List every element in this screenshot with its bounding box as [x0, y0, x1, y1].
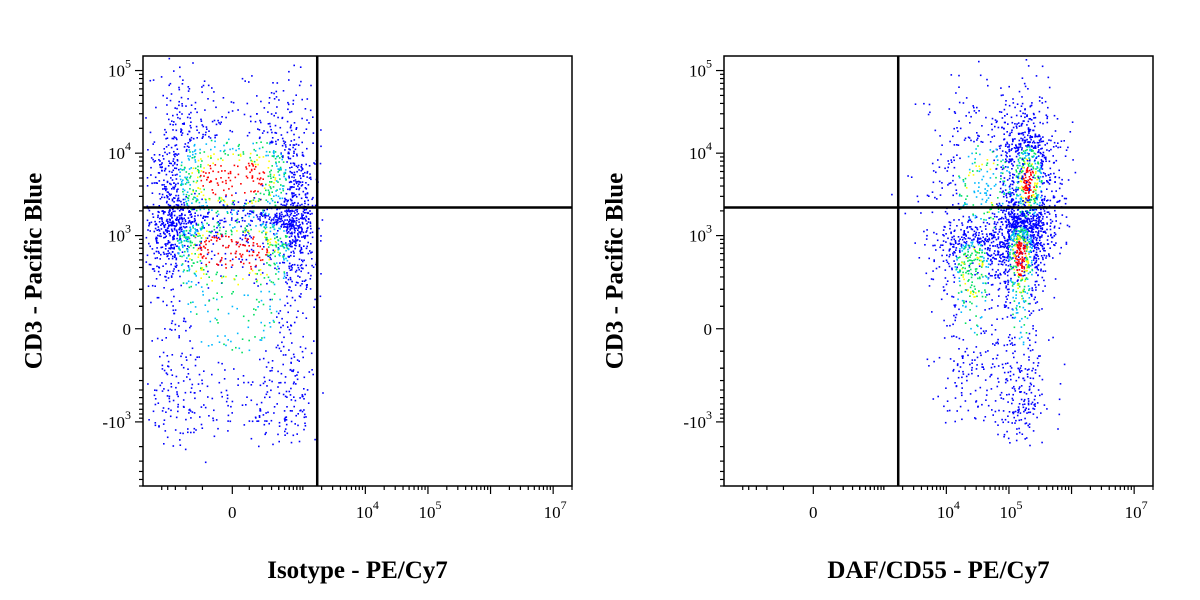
x-tick-label: 107	[544, 498, 567, 522]
plot-frame	[723, 55, 1154, 487]
population-2	[145, 184, 324, 464]
y-tick-label: 104	[689, 139, 712, 163]
y-tick-label: 104	[108, 139, 131, 163]
x-axis-label: DAF/CD55 - PE/Cy7	[827, 557, 1049, 584]
y-axis-ticks	[716, 69, 724, 487]
x-tick-label: 0	[228, 503, 237, 522]
x-tick-label: 105	[418, 498, 441, 522]
y-tick-label: 105	[108, 57, 131, 81]
x-tick-label: 107	[1125, 498, 1148, 522]
x-tick-label: 104	[356, 498, 379, 522]
y-axis-label: CD3 - Pacific Blue	[21, 173, 48, 369]
chart-panel-1: 0 104 105 107 105 104 103 0 -103 Isotype - PE/Cy7…	[21, 55, 573, 584]
y-tick-label: 103	[689, 222, 712, 246]
x-tick-label: 105	[999, 498, 1022, 522]
x-axis-ticks	[742, 486, 1154, 494]
y-tick-label: 105	[689, 57, 712, 81]
x-axis-label: Isotype - PE/Cy7	[267, 557, 448, 584]
y-tick-label: 103	[108, 222, 131, 246]
event-dots	[891, 59, 1077, 447]
x-axis-ticks	[161, 486, 573, 494]
y-tick-label: 0	[123, 320, 132, 339]
population-3	[969, 196, 1068, 447]
x-tick-label: 104	[937, 498, 960, 522]
x-tick-label: 0	[809, 503, 818, 522]
population-4	[918, 216, 1041, 424]
y-tick-label: 0	[704, 320, 713, 339]
plot-frame	[142, 55, 573, 487]
y-tick-label: -103	[683, 408, 712, 432]
y-tick-label: -103	[102, 408, 131, 432]
y-axis-ticks	[135, 69, 143, 487]
y-axis-label: CD3 - Pacific Blue	[602, 173, 629, 369]
event-dots	[145, 57, 324, 464]
chart-panel-2: 0 104 105 107 105 104 103 0 -103 DAF/CD55 - PE/Cy…	[602, 55, 1154, 584]
